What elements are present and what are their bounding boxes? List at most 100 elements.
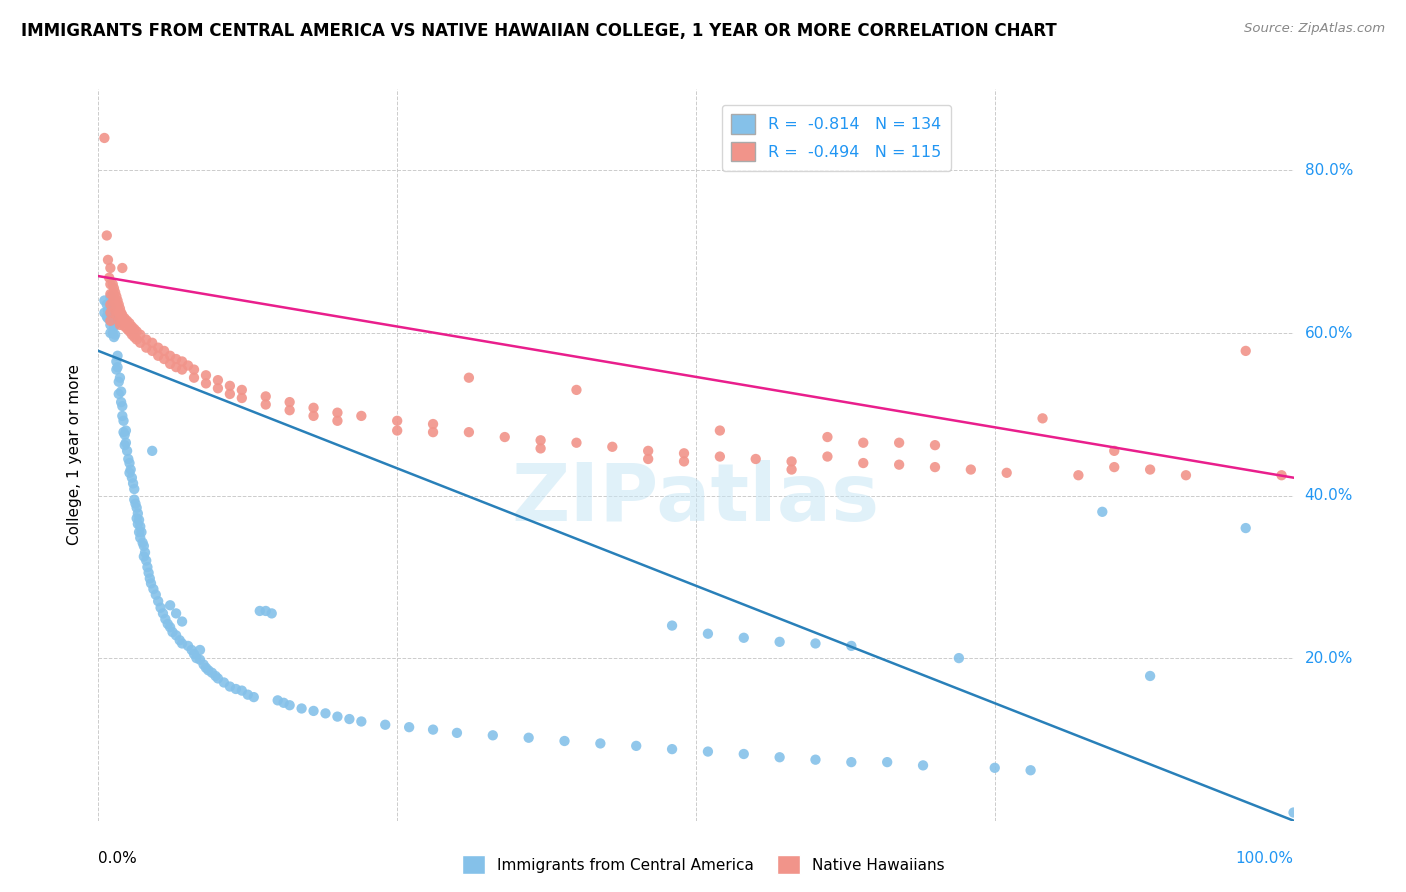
- Point: [254, 398, 277, 412]
- Point: [374, 717, 396, 731]
- Point: [98, 314, 122, 328]
- Point: [134, 545, 156, 559]
- Point: [162, 625, 184, 640]
- Point: [125, 511, 148, 525]
- Point: [1104, 460, 1126, 475]
- Point: [107, 297, 129, 311]
- Point: [159, 599, 181, 613]
- Text: Source: ZipAtlas.com: Source: ZipAtlas.com: [1244, 22, 1385, 36]
- Point: [458, 425, 481, 439]
- Point: [120, 462, 142, 476]
- Point: [207, 381, 229, 395]
- Point: [195, 368, 218, 383]
- Point: [841, 755, 863, 769]
- Point: [422, 417, 444, 431]
- Point: [876, 755, 898, 769]
- Point: [107, 387, 129, 401]
- Point: [105, 308, 128, 322]
- Point: [661, 618, 683, 632]
- Point: [350, 409, 373, 423]
- Point: [121, 319, 143, 334]
- Point: [188, 643, 211, 657]
- Point: [111, 399, 134, 413]
- Point: [103, 281, 125, 295]
- Point: [98, 287, 122, 301]
- Point: [135, 341, 157, 355]
- Point: [804, 636, 827, 650]
- Point: [278, 698, 301, 713]
- Point: [159, 620, 181, 634]
- Point: [924, 438, 946, 452]
- Point: [339, 712, 361, 726]
- Point: [104, 295, 127, 310]
- Point: [291, 701, 314, 715]
- Point: [124, 482, 146, 496]
- Point: [124, 497, 146, 511]
- Point: [697, 745, 720, 759]
- Point: [852, 456, 875, 470]
- Point: [96, 228, 118, 243]
- Point: [108, 318, 131, 332]
- Point: [148, 341, 170, 355]
- Point: [1234, 343, 1257, 358]
- Point: [186, 651, 208, 665]
- Point: [101, 287, 124, 301]
- Point: [108, 310, 131, 324]
- Point: [249, 604, 271, 618]
- Point: [96, 310, 118, 324]
- Point: [107, 314, 129, 328]
- Point: [115, 435, 138, 450]
- Point: [1234, 521, 1257, 535]
- Point: [110, 395, 132, 409]
- Point: [97, 303, 120, 318]
- Point: [948, 651, 970, 665]
- Point: [852, 435, 875, 450]
- Point: [118, 325, 141, 339]
- Point: [446, 726, 468, 740]
- Point: [118, 316, 141, 330]
- Point: [98, 270, 121, 285]
- Text: IMMIGRANTS FROM CENTRAL AMERICA VS NATIVE HAWAIIAN COLLEGE, 1 YEAR OR MORE CORRE: IMMIGRANTS FROM CENTRAL AMERICA VS NATIV…: [21, 22, 1057, 40]
- Legend: R =  -0.814   N = 134, R =  -0.494   N = 115: R = -0.814 N = 134, R = -0.494 N = 115: [721, 104, 950, 170]
- Point: [768, 635, 790, 649]
- Text: 0.0%: 0.0%: [98, 851, 138, 866]
- Point: [128, 525, 150, 540]
- Legend: Immigrants from Central America, Native Hawaiians: Immigrants from Central America, Native …: [456, 849, 950, 880]
- Point: [129, 519, 152, 533]
- Point: [129, 335, 152, 350]
- Point: [132, 549, 155, 564]
- Point: [530, 434, 553, 448]
- Point: [125, 325, 148, 339]
- Point: [103, 319, 125, 334]
- Point: [188, 653, 211, 667]
- Point: [195, 661, 218, 675]
- Point: [104, 285, 127, 300]
- Point: [101, 314, 124, 328]
- Point: [1019, 764, 1042, 778]
- Point: [93, 306, 115, 320]
- Point: [103, 292, 125, 306]
- Point: [172, 362, 194, 376]
- Point: [111, 409, 134, 423]
- Point: [326, 406, 349, 420]
- Point: [326, 414, 349, 428]
- Text: 100.0%: 100.0%: [1236, 851, 1294, 866]
- Point: [127, 507, 149, 521]
- Point: [637, 452, 659, 467]
- Point: [148, 594, 170, 608]
- Point: [626, 739, 648, 753]
- Point: [98, 326, 122, 340]
- Point: [780, 462, 803, 476]
- Point: [98, 289, 122, 303]
- Point: [125, 500, 148, 515]
- Point: [104, 318, 127, 332]
- Point: [107, 349, 129, 363]
- Text: ZIPatlas: ZIPatlas: [512, 459, 880, 538]
- Point: [98, 318, 122, 332]
- Point: [697, 626, 720, 640]
- Point: [169, 633, 191, 648]
- Point: [673, 446, 696, 460]
- Point: [107, 293, 129, 308]
- Text: 60.0%: 60.0%: [1305, 326, 1353, 341]
- Point: [204, 669, 226, 683]
